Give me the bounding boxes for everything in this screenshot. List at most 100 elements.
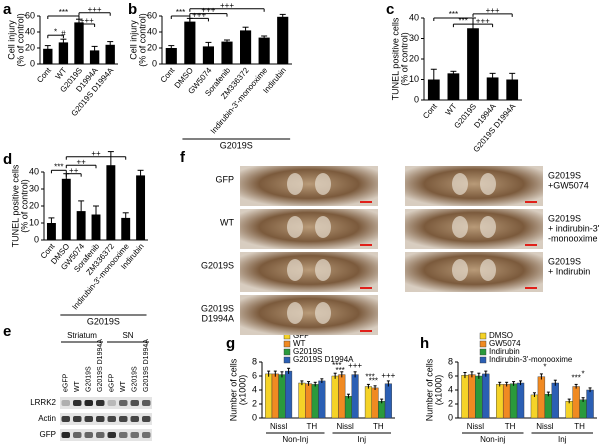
legend-label: GFP [293, 331, 309, 340]
band [130, 400, 139, 406]
y-axis-label: Cell injury [6, 20, 16, 60]
bar [371, 387, 379, 419]
annotation: ++ [76, 157, 86, 166]
group-label: G2019S [87, 316, 120, 326]
tissue-image [240, 295, 378, 335]
legend-label: G2019S [293, 347, 322, 356]
image-label: G2019S [548, 170, 581, 180]
bar [58, 42, 69, 64]
image-label: + Indirubin [548, 266, 590, 276]
tissue-detail [452, 173, 468, 195]
lane-label: WT [74, 380, 81, 392]
y-axis-label: (% of control) [137, 13, 147, 67]
y-tick-label: 4 [448, 384, 453, 394]
bar [565, 401, 573, 419]
bar [277, 16, 289, 64]
panel-letter: a [3, 1, 12, 18]
band [119, 432, 128, 438]
panel-letter: h [420, 335, 429, 352]
bar [467, 28, 479, 100]
bar [89, 50, 100, 64]
bar [509, 383, 518, 419]
tissue-image [240, 166, 378, 206]
bar [551, 382, 559, 419]
band [61, 432, 70, 438]
bar [298, 382, 306, 419]
annotation: ++ [69, 166, 79, 175]
row-label: GFP [40, 430, 56, 439]
bar [318, 380, 326, 419]
y-tick-label: 10 [29, 217, 39, 227]
y-tick-label: 40 [29, 166, 39, 176]
y-axis-label: Number of cells [424, 358, 434, 421]
tissue-image [405, 209, 543, 249]
x-tick-label: TH [574, 422, 585, 431]
group-label: Inj [558, 435, 567, 444]
lane-label: WT [120, 380, 127, 392]
region-label: SN [122, 331, 133, 340]
y-tick-label: 0 [152, 58, 157, 68]
y-tick-label: 0 [448, 412, 453, 422]
lane-label: G2019S D1994A [97, 339, 104, 392]
y-tick-label: 0 [30, 58, 35, 68]
x-tick-label: Nissl [336, 422, 354, 431]
band [142, 416, 151, 422]
bar [486, 77, 499, 100]
legend-label: DMSO [489, 331, 513, 340]
bar [271, 373, 279, 419]
bar [221, 41, 233, 64]
y-tick-label: 2 [448, 398, 453, 408]
y-tick-label: 30 [409, 33, 419, 43]
y-tick-label: 0 [414, 94, 419, 104]
band [130, 432, 139, 438]
bar [184, 21, 196, 65]
bar [344, 396, 352, 419]
image-label: + indirubin-3' [548, 223, 600, 233]
x-tick-label: WT [444, 102, 459, 117]
legend-label: GW5074 [489, 339, 521, 348]
legend-swatch [479, 356, 487, 364]
annotation: *** [365, 372, 374, 381]
band [84, 416, 93, 422]
row-label: LRRK2 [30, 398, 56, 407]
annotation: *** [54, 162, 63, 171]
bar [537, 376, 546, 419]
tissue-detail [287, 173, 303, 195]
bar [475, 375, 483, 419]
group-label: Inj [358, 435, 367, 444]
band [84, 432, 93, 438]
bar [579, 399, 587, 419]
bar [447, 73, 460, 100]
y-tick-label: 4 [252, 384, 257, 394]
annotation: *** [59, 8, 68, 17]
y-tick-label: 6 [252, 370, 257, 380]
tissue-detail [287, 259, 303, 281]
blot-strip [60, 429, 152, 441]
bar [240, 30, 252, 64]
bar [91, 214, 101, 240]
y-axis-label: Cell injury [128, 20, 138, 60]
group-label: Non-inj [480, 435, 506, 444]
y-axis-label: (x1000) [433, 375, 443, 406]
image-label: +GW5074 [548, 180, 589, 190]
bar [506, 79, 519, 100]
legend-swatch [283, 356, 291, 364]
y-tick-label: 6 [448, 370, 453, 380]
annotation: +++ [220, 1, 234, 10]
tissue-detail [315, 259, 331, 281]
tissue-image [405, 166, 543, 206]
y-tick-label: 0 [34, 234, 39, 244]
band [73, 432, 82, 438]
tissue-image [405, 252, 543, 292]
y-axis-label: TUNEL positive cells [390, 17, 400, 100]
band [96, 432, 105, 438]
x-tick-label: Nissl [536, 422, 554, 431]
annotation: +++ [80, 16, 94, 25]
band [84, 400, 93, 406]
image-label: G2019S [201, 303, 234, 313]
bar [136, 175, 146, 240]
band [130, 416, 139, 422]
tissue-detail [315, 302, 331, 324]
y-axis-label: (% of control) [399, 32, 409, 86]
